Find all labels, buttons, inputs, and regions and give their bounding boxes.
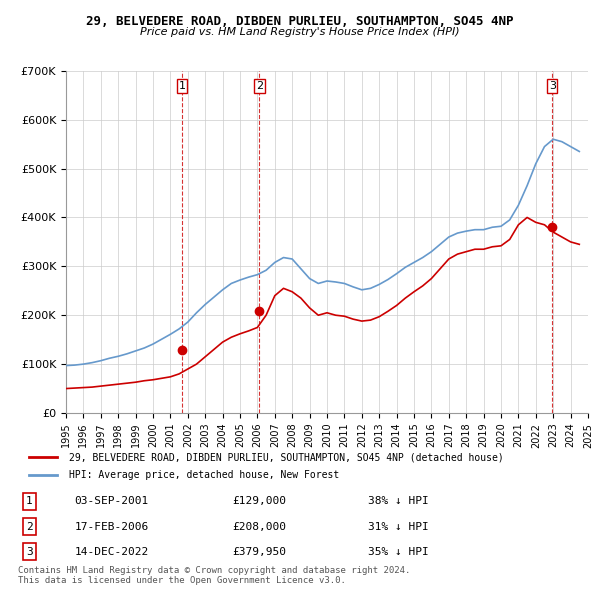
Text: Contains HM Land Registry data © Crown copyright and database right 2024.: Contains HM Land Registry data © Crown c…: [18, 566, 410, 575]
Text: 3: 3: [549, 81, 556, 91]
Text: 3: 3: [26, 547, 32, 557]
Text: Price paid vs. HM Land Registry's House Price Index (HPI): Price paid vs. HM Land Registry's House …: [140, 27, 460, 37]
Text: 1: 1: [179, 81, 185, 91]
Text: 29, BELVEDERE ROAD, DIBDEN PURLIEU, SOUTHAMPTON, SO45 4NP (detached house): 29, BELVEDERE ROAD, DIBDEN PURLIEU, SOUT…: [69, 452, 503, 462]
Text: 1: 1: [26, 496, 32, 506]
Text: 38% ↓ HPI: 38% ↓ HPI: [368, 496, 428, 506]
Text: 35% ↓ HPI: 35% ↓ HPI: [368, 547, 428, 557]
Text: HPI: Average price, detached house, New Forest: HPI: Average price, detached house, New …: [69, 470, 339, 480]
Text: £208,000: £208,000: [232, 522, 286, 532]
Text: £379,950: £379,950: [232, 547, 286, 557]
Text: 14-DEC-2022: 14-DEC-2022: [74, 547, 149, 557]
Text: 17-FEB-2006: 17-FEB-2006: [74, 522, 149, 532]
Text: 29, BELVEDERE ROAD, DIBDEN PURLIEU, SOUTHAMPTON, SO45 4NP: 29, BELVEDERE ROAD, DIBDEN PURLIEU, SOUT…: [86, 15, 514, 28]
Text: 2: 2: [256, 81, 263, 91]
Text: 03-SEP-2001: 03-SEP-2001: [74, 496, 149, 506]
Text: 2: 2: [26, 522, 32, 532]
Text: £129,000: £129,000: [232, 496, 286, 506]
Text: This data is licensed under the Open Government Licence v3.0.: This data is licensed under the Open Gov…: [18, 576, 346, 585]
Text: 31% ↓ HPI: 31% ↓ HPI: [368, 522, 428, 532]
